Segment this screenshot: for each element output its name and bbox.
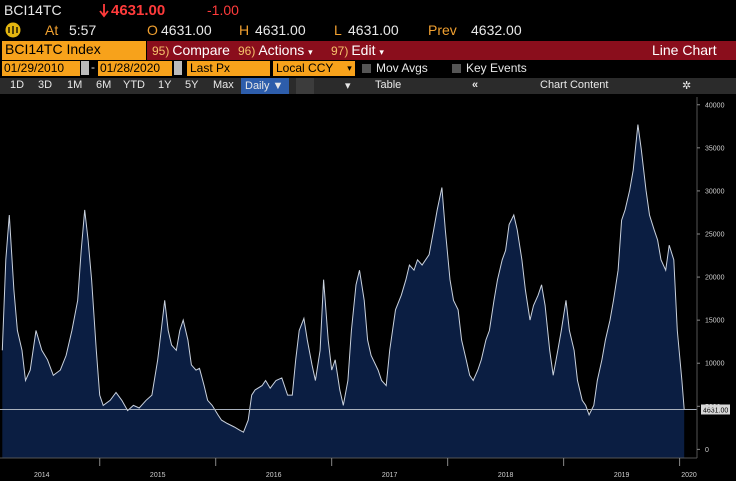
- x-tick-label: 2019: [614, 472, 630, 479]
- y-tick-label: 5000: [705, 404, 721, 411]
- separator: -: [91, 60, 95, 74]
- frequency[interactable]: Daily ▼: [241, 78, 289, 94]
- dropdown[interactable]: ▾: [344, 61, 355, 76]
- prev-label: Prev: [428, 22, 457, 38]
- y-tick-label: 30000: [705, 188, 725, 195]
- period[interactable]: 1Y: [158, 79, 172, 91]
- y-tick-label: 15000: [705, 318, 725, 325]
- period[interactable]: 1D: [10, 79, 25, 91]
- view-label: Line Chart: [652, 42, 717, 58]
- last-value-label: 4631.00: [703, 407, 728, 414]
- currency[interactable]: Local CCY: [273, 61, 344, 76]
- line-icon[interactable]: [296, 78, 314, 94]
- x-tick-label: 2018: [498, 472, 514, 479]
- chart-content[interactable]: Chart Content: [540, 79, 609, 91]
- chart: 4631.00 0 5000 10000 15000 20000 25000 30000 350…: [0, 97, 730, 479]
- y-tick-label: 40000: [705, 102, 725, 109]
- calendar-icon[interactable]: [81, 61, 89, 75]
- clock-icon: [5, 22, 21, 38]
- x-tick-label: 2020: [681, 472, 697, 479]
- table-button[interactable]: Table: [375, 79, 402, 91]
- x-tick-label: 2016: [266, 472, 282, 479]
- prev: 4632.00: [471, 22, 522, 38]
- calendar-icon[interactable]: [174, 61, 182, 75]
- y-tick-label: 0: [705, 447, 709, 454]
- open-label: O: [147, 22, 158, 38]
- period[interactable]: 1M: [67, 79, 83, 91]
- field[interactable]: Last Px: [187, 61, 270, 76]
- y-tick-label: 35000: [705, 145, 725, 152]
- period[interactable]: 6M: [96, 79, 112, 91]
- menu[interactable]: ▾: [345, 80, 351, 92]
- checkbox[interactable]: [452, 64, 461, 73]
- y-tick-label: 20000: [705, 275, 725, 282]
- area: [2, 124, 685, 458]
- key: 97): [331, 44, 349, 58]
- key: 96): [238, 44, 256, 58]
- checkbox[interactable]: [362, 64, 371, 73]
- frequency-label: Daily: [245, 80, 270, 92]
- high: 4631.00: [255, 22, 306, 38]
- start-date[interactable]: 01/29/2010: [2, 61, 80, 76]
- settings[interactable]: ✲: [682, 80, 692, 92]
- label: Edit: [351, 42, 376, 58]
- line: [1, 124, 685, 433]
- edit-button[interactable]: 97) Edit ▾: [331, 42, 384, 58]
- y-tick-label: 10000: [705, 361, 725, 368]
- period[interactable]: YTD: [123, 79, 145, 91]
- key: 95): [152, 44, 170, 58]
- actions-button[interactable]: 96) Actions ▾: [238, 42, 313, 58]
- end-date[interactable]: 01/28/2020: [98, 61, 172, 76]
- label: Compare: [172, 42, 230, 58]
- x-tick-label: 2014: [34, 472, 50, 479]
- key-events[interactable]: Key Events: [466, 61, 527, 75]
- down-arrow: [99, 4, 109, 18]
- toolbar-bar: [147, 41, 736, 60]
- security-box[interactable]: BCI14TC Index: [2, 41, 146, 60]
- ticker: BCI14TC: [4, 2, 62, 18]
- time-label: At: [45, 22, 59, 38]
- time: 5:57: [69, 22, 97, 38]
- low: 4631.00: [348, 22, 399, 38]
- period[interactable]: 5Y: [185, 79, 199, 91]
- compare-button[interactable]: 95) Compare: [152, 42, 230, 58]
- period[interactable]: Max: [213, 79, 234, 91]
- high-label: H: [239, 22, 250, 38]
- price: 4631.00: [111, 2, 166, 19]
- change: -1.00: [207, 2, 239, 18]
- x-tick-label: 2017: [382, 472, 398, 479]
- period-bar: 1D 3D 1M 6M YTD 1Y 5Y Max Daily ▼ ▾ Tabl…: [0, 78, 736, 94]
- period[interactable]: 3D: [38, 79, 53, 91]
- open: 4631.00: [161, 22, 212, 38]
- collapse[interactable]: «: [472, 79, 479, 91]
- label: Actions: [258, 42, 305, 58]
- last-value-box: [701, 404, 730, 415]
- low-label: L: [334, 22, 342, 38]
- y-tick-label: 25000: [705, 231, 725, 238]
- mov-avgs[interactable]: Mov Avgs: [376, 61, 428, 75]
- x-tick-label: 2015: [150, 472, 166, 479]
